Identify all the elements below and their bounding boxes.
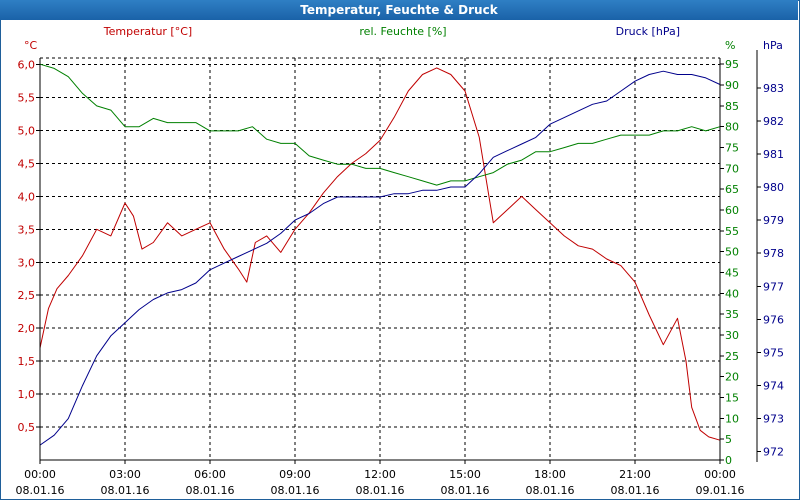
temperature-axis-title: Temperatur [°C]: [103, 25, 192, 38]
humidity-tick-label: 40: [725, 287, 739, 300]
temperature-tick-label: 6,0: [18, 59, 36, 72]
x-tick-date-label: 08.01.16: [16, 484, 65, 497]
temperature-unit-label: °C: [24, 39, 38, 52]
temperature-tick-label: 4,5: [18, 157, 36, 170]
x-tick-time-label: 21:00: [619, 468, 651, 481]
temperature-tick-label: 4,0: [18, 190, 36, 203]
x-tick-time-label: 18:00: [534, 468, 566, 481]
temperature-tick-label: 5,5: [18, 92, 36, 105]
pressure-series-line: [39, 70, 721, 446]
pressure-tick-label: 973: [763, 413, 784, 426]
pressure-tick-label: 981: [763, 148, 784, 161]
pressure-tick-label: 978: [763, 247, 784, 260]
humidity-tick-label: 0: [725, 454, 732, 467]
humidity-tick-label: 25: [725, 350, 739, 363]
x-tick-date-label: 08.01.16: [271, 484, 320, 497]
humidity-tick-label: 50: [725, 246, 739, 259]
title-bar: Temperatur, Feuchte & Druck: [0, 0, 798, 20]
humidity-tick-label: 75: [725, 142, 739, 155]
pressure-tick-label: 980: [763, 181, 784, 194]
pressure-tick-label: 977: [763, 280, 784, 293]
series-layer: [39, 63, 721, 446]
temperature-tick-label: 2,0: [18, 322, 36, 335]
x-tick-date-label: 08.01.16: [186, 484, 235, 497]
humidity-tick-label: 45: [725, 267, 739, 280]
temperature-tick-label: 3,5: [18, 223, 36, 236]
labels: 0,5 1,0 1,5 2,0 2,5 3,0 3,5 4,0 4,5 5,0 5,5 6,0 0 5 10…: [16, 25, 784, 497]
x-tick-time-label: 12:00: [364, 468, 396, 481]
humidity-tick-label: 70: [725, 162, 739, 175]
temperature-tick-label: 1,5: [18, 355, 36, 368]
pressure-unit-label: hPa: [763, 39, 783, 52]
temperature-tick-label: 2,5: [18, 289, 36, 302]
chart-title: Temperatur, Feuchte & Druck: [300, 3, 498, 17]
pressure-tick-label: 974: [763, 380, 784, 393]
pressure-tick-label: 983: [763, 82, 784, 95]
humidity-tick-label: 35: [725, 308, 739, 321]
humidity-tick-label: 65: [725, 183, 739, 196]
humidity-axis-title: rel. Feuchte [%]: [359, 25, 446, 38]
humidity-tick-label: 60: [725, 204, 739, 217]
x-tick-date-label: 08.01.16: [526, 484, 575, 497]
weather-chart: 0,5 1,0 1,5 2,0 2,5 3,0 3,5 4,0 4,5 5,0 5,5 6,0 0 5 10…: [16, 25, 784, 497]
pressure-tick-label: 979: [763, 214, 784, 227]
humidity-unit-label: %: [725, 39, 735, 52]
pressure-tick-label: 982: [763, 115, 784, 128]
x-tick-date-label: 08.01.16: [101, 484, 150, 497]
grid: [40, 58, 720, 460]
x-tick-time-label: 06:00: [194, 468, 226, 481]
temperature-series-line: [39, 67, 721, 441]
humidity-tick-label: 85: [725, 100, 739, 113]
axes: [36, 50, 761, 464]
pressure-tick-label: 975: [763, 346, 784, 359]
humidity-tick-label: 5: [725, 433, 732, 446]
pressure-tick-label: 976: [763, 313, 784, 326]
humidity-tick-label: 95: [725, 58, 739, 71]
x-tick-time-label: 15:00: [449, 468, 481, 481]
pressure-axis-title: Druck [hPa]: [616, 25, 680, 38]
humidity-tick-label: 30: [725, 329, 739, 342]
temperature-tick-label: 3,0: [18, 256, 36, 269]
humidity-tick-label: 10: [725, 412, 739, 425]
humidity-tick-label: 90: [725, 79, 739, 92]
x-tick-date-label: 09.01.16: [696, 484, 745, 497]
pressure-tick-label: 972: [763, 446, 784, 459]
temperature-tick-label: 5,0: [18, 124, 36, 137]
x-tick-time-label: 00:00: [24, 468, 56, 481]
humidity-tick-label: 55: [725, 225, 739, 238]
temperature-tick-label: 1,0: [18, 388, 36, 401]
humidity-tick-label: 20: [725, 371, 739, 384]
temperature-tick-label: 0,5: [18, 421, 36, 434]
x-tick-time-label: 03:00: [109, 468, 141, 481]
x-tick-date-label: 08.01.16: [441, 484, 490, 497]
x-tick-date-label: 08.01.16: [356, 484, 405, 497]
humidity-series-line: [39, 63, 721, 186]
x-tick-time-label: 00:00: [704, 468, 736, 481]
x-tick-time-label: 09:00: [279, 468, 311, 481]
humidity-tick-label: 80: [725, 121, 739, 134]
humidity-tick-label: 15: [725, 392, 739, 405]
x-tick-date-label: 08.01.16: [611, 484, 660, 497]
